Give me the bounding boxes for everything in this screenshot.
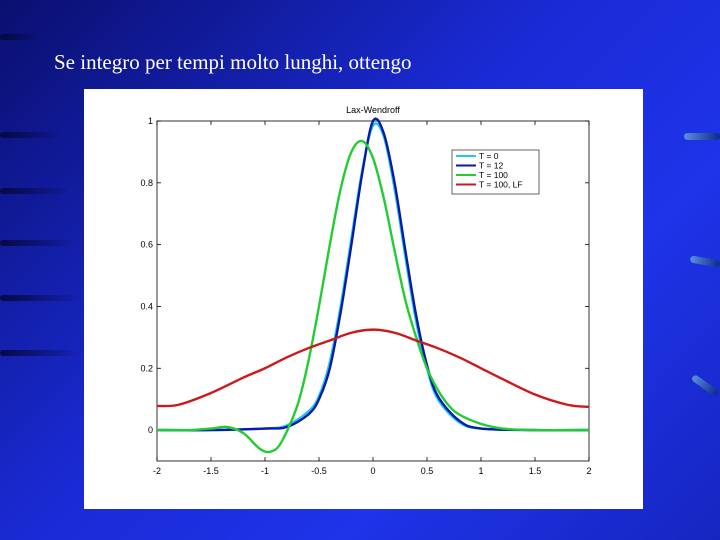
x-tick-label: -1.5 [203, 466, 219, 476]
legend-label: T = 100, LF [479, 180, 523, 190]
x-tick-label: -1 [261, 466, 269, 476]
decorative-streak [690, 374, 720, 397]
x-tick-label: 0 [370, 466, 375, 476]
slide-title: Se integro per tempi molto lunghi, otten… [54, 50, 412, 74]
y-tick-label: 0.2 [140, 363, 153, 373]
y-tick-label: 0.8 [140, 178, 153, 188]
decorative-streak [689, 255, 720, 268]
series-line-t-100-lf [156, 328, 590, 409]
series-line-t-100 [156, 139, 590, 454]
decorative-streak [684, 133, 720, 140]
legend-box [451, 149, 540, 195]
y-tick-label: 1 [148, 116, 153, 126]
legend-label: T = 100 [479, 170, 508, 180]
y-tick-label: 0.6 [140, 240, 153, 250]
chart-title: Lax-Wendroff [346, 105, 400, 115]
decorative-streak [0, 188, 70, 194]
x-tick-label: 2 [586, 466, 591, 476]
decorative-streak [0, 34, 40, 40]
figure-panel: Lax-Wendroff -2 -1.5 -1 -0.5 0 0.5 1 1.5 2 0 0.2 0… [84, 89, 643, 509]
x-tick-label: 0.5 [421, 466, 434, 476]
y-tick-label: 0 [148, 425, 153, 435]
series-line-t-0 [156, 122, 590, 432]
x-tick-label: 1 [478, 466, 483, 476]
x-tick-label: -2 [153, 466, 161, 476]
decorative-streak [0, 132, 60, 138]
decorative-streak [0, 295, 80, 301]
series-lines [156, 117, 590, 454]
legend-label: T = 12 [479, 161, 503, 171]
x-tick-label: 1.5 [529, 466, 542, 476]
decorative-streak [0, 350, 80, 356]
y-tick-label: 0.4 [140, 301, 153, 311]
x-tick-label: -0.5 [311, 466, 327, 476]
line-chart: Lax-Wendroff -2 -1.5 -1 -0.5 0 0.5 1 1.5 2 0 0.2 0… [140, 105, 591, 476]
series-line-t-12 [156, 117, 590, 432]
legend-label: T = 0 [479, 151, 499, 161]
decorative-streak [0, 240, 75, 246]
